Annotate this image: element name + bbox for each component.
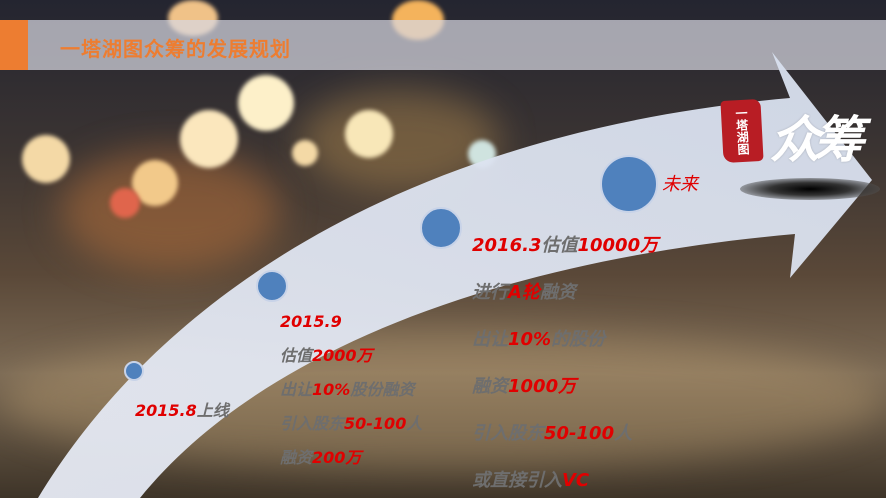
milestone-dot-future — [600, 155, 658, 213]
bokeh-light — [22, 135, 70, 183]
bokeh-light — [238, 75, 294, 131]
line: 引入股东50-100人 — [280, 414, 423, 433]
milestone-dot-2015-8 — [124, 361, 144, 381]
brand-seal-logo: 一塔湖图 — [720, 98, 764, 164]
line: 估值2000万 — [280, 346, 373, 365]
line: 2015.9 — [280, 312, 342, 331]
line: 进行A轮融资 — [472, 282, 576, 303]
line: 融资1000万 — [472, 376, 577, 397]
arrow-body — [38, 52, 872, 498]
ink-brush-stroke — [740, 178, 880, 200]
bokeh-light — [180, 110, 238, 168]
bokeh-light — [132, 160, 178, 206]
milestone-2015-9: 2015.9 估值2000万 出让10%股份融资 引入股东50-100人 融资2… — [280, 305, 422, 475]
milestone-dot-2015-9 — [256, 270, 288, 302]
bokeh-light — [345, 110, 393, 158]
line: 2016.3估值10000万 — [472, 235, 659, 256]
milestone-future: 未来 — [662, 174, 698, 195]
line: 融资200万 — [280, 448, 362, 467]
line: 引入股东50-100人 — [472, 423, 633, 444]
line: 出让10%的股份 — [472, 329, 606, 350]
brand-brush-text: 众筹 — [770, 110, 864, 169]
bokeh-light — [110, 188, 140, 218]
bokeh-light — [292, 140, 318, 166]
milestone-2015-8: 2015.8上线 — [135, 401, 229, 420]
milestone-2016-3: 2016.3估值10000万 进行A轮融资 出让10%的股份 融资1000万 引… — [472, 222, 658, 498]
header-bar — [0, 20, 886, 70]
header-accent — [0, 20, 28, 70]
line: 出让10%股份融资 — [280, 380, 415, 399]
page-title: 一塔湖图众筹的发展规划 — [60, 37, 291, 61]
milestone-dot-2016-3 — [420, 207, 462, 249]
line: 或直接引入VC — [472, 470, 590, 491]
